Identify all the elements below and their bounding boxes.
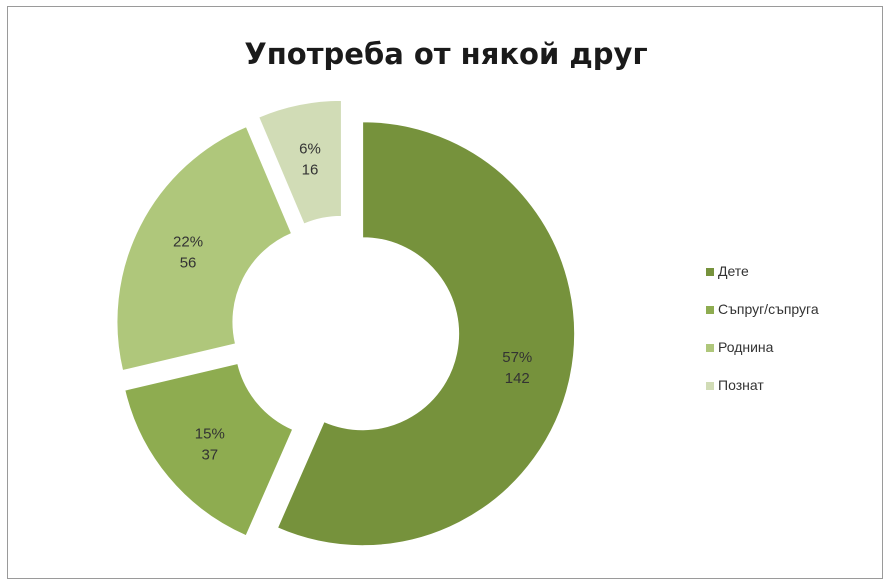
legend-swatch-dete (706, 268, 714, 276)
value-label-poznat: 16 (302, 162, 319, 179)
slice-saprug (124, 362, 294, 537)
legend-label-poznat: Познат (718, 377, 764, 393)
legend-label-rodnina: Роднина (718, 339, 774, 355)
legend-swatch-poznat (706, 382, 714, 390)
value-label-rodnina: 56 (180, 254, 197, 271)
legend-label-saprug: Съпруг/съпруга (718, 301, 819, 317)
percent-label-poznat: 6% (299, 141, 321, 158)
slice-rodnina (116, 125, 293, 372)
percent-label-dete: 57% (502, 349, 532, 366)
legend-swatch-rodnina (706, 344, 714, 352)
percent-label-rodnina: 22% (173, 233, 203, 250)
value-label-dete: 142 (505, 370, 530, 387)
legend-label-dete: Дете (718, 263, 749, 279)
slice-dete (276, 121, 576, 547)
legend-swatch-saprug (706, 306, 714, 314)
percent-label-saprug: 15% (195, 426, 225, 443)
chart-title: Употреба от някой друг (244, 37, 648, 71)
slice-poznat (258, 99, 342, 225)
value-label-saprug: 37 (201, 447, 218, 464)
